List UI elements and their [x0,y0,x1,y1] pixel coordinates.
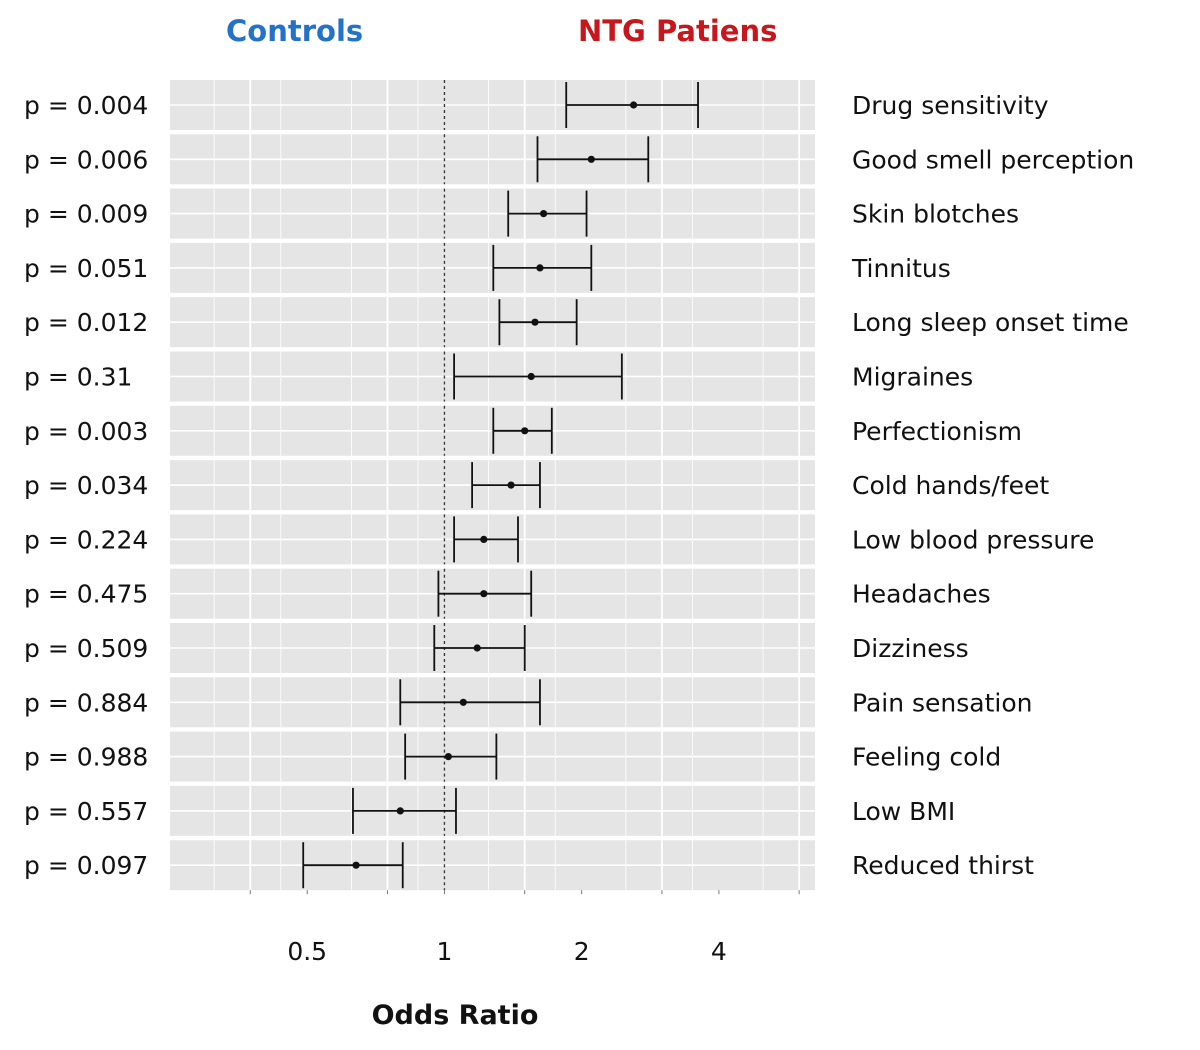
forest-plot: p = 0.004 Drug sensitivity p = 0.006 Good s… [24,80,1134,966]
odds-ratio-point [480,535,488,544]
odds-ratio-point [459,698,467,706]
row-label: Good smell perception [852,145,1134,174]
odds-ratio-point [531,318,539,326]
odds-ratio-point [536,264,544,272]
p-value-label: p = 0.051 [24,254,148,283]
x-tick-label: 2 [574,937,590,966]
odds-ratio-point [521,427,529,435]
row-label: Cold hands/feet [852,471,1049,500]
p-value-label: p = 0.31 [24,363,132,392]
row-label: Dizziness [852,634,969,663]
row-label: Migraines [852,363,973,392]
p-value-label: p = 0.884 [24,688,148,717]
odds-ratio-point [539,210,548,218]
p-value-label: p = 0.006 [24,145,148,174]
odds-ratio-point [587,155,595,163]
p-value-label: p = 0.475 [24,580,148,609]
p-value-label: p = 0.003 [24,417,148,446]
row-label: Skin blotches [852,200,1019,229]
p-value-label: p = 0.009 [24,200,148,229]
row-label: Low BMI [852,797,955,826]
row-label: Low blood pressure [852,525,1094,554]
patients-header: NTG Patiens [578,14,778,48]
odds-ratio-point [396,807,404,815]
p-value-label: p = 0.988 [24,743,148,772]
p-value-label: p = 0.557 [24,797,148,826]
odds-ratio-point [444,753,452,761]
p-value-label: p = 0.509 [24,634,148,663]
row-label: Perfectionism [852,417,1022,446]
p-value-label: p = 0.034 [24,471,148,500]
row-label: Pain sensation [852,688,1033,717]
odds-ratio-point [527,372,535,381]
x-tick-label: 1 [436,937,452,966]
odds-ratio-point [630,101,638,109]
row-label: Drug sensitivity [852,91,1049,120]
controls-header: Controls [226,14,364,48]
row-label: Reduced thirst [852,851,1034,880]
p-value-label: p = 0.012 [24,308,148,337]
odds-ratio-point [507,481,515,489]
x-tick-label: 4 [711,937,727,966]
odds-ratio-point [352,861,360,869]
row-label: Feeling cold [852,743,1001,772]
p-value-label: p = 0.097 [24,851,148,880]
x-tick-label: 0.5 [287,937,327,966]
p-value-label: p = 0.224 [24,525,148,554]
row-label: Headaches [852,580,991,609]
row-label: Long sleep onset time [852,308,1129,337]
x-axis-title: Odds Ratio [371,1000,539,1031]
odds-ratio-point [473,644,481,652]
p-value-label: p = 0.004 [24,91,148,120]
row-label: Tinnitus [851,254,951,283]
odds-ratio-point [480,590,488,598]
